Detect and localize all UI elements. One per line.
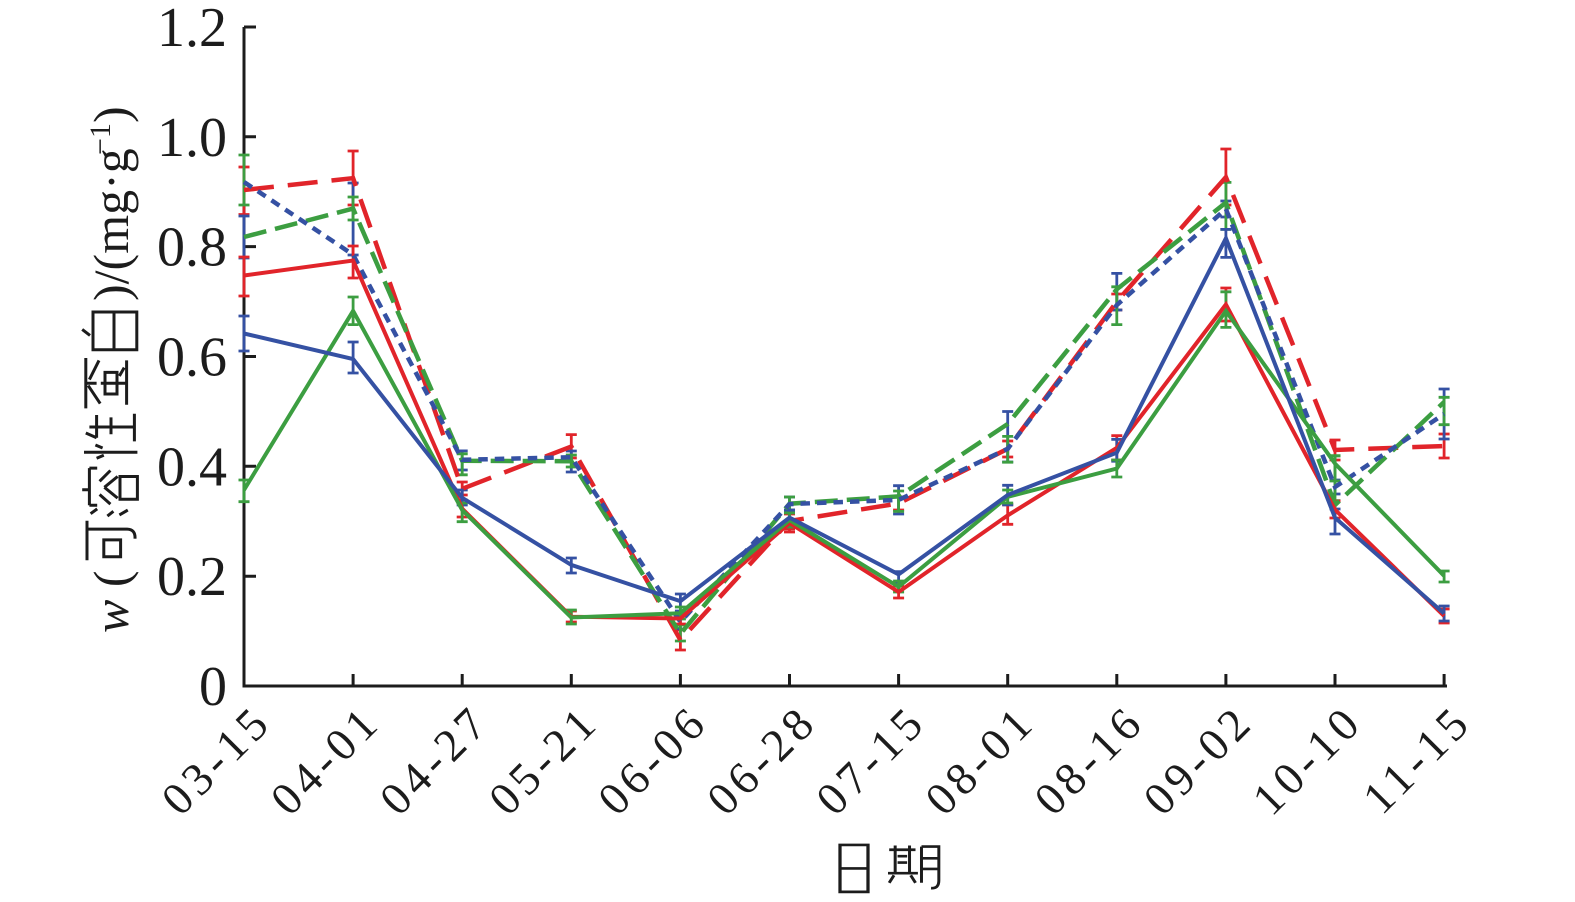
svg-text:−1: −1	[84, 123, 117, 155]
svg-text:0.4: 0.4	[157, 436, 227, 498]
svg-text:0.6: 0.6	[157, 327, 227, 389]
svg-text:w (: w (	[83, 570, 139, 633]
svg-text:1.0: 1.0	[157, 107, 227, 169]
svg-text:0.2: 0.2	[157, 546, 227, 608]
svg-text:0: 0	[199, 656, 227, 718]
svg-text:1.2: 1.2	[157, 0, 227, 59]
svg-text:0.8: 0.8	[157, 217, 227, 279]
svg-text:)/(mg·g: )/(mg·g	[83, 148, 139, 301]
svg-text:): )	[83, 106, 139, 123]
